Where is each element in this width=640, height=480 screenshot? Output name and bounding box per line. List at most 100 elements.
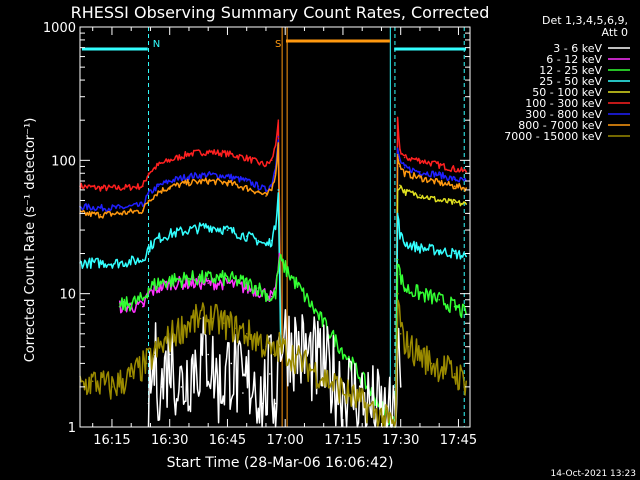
data-point: [270, 295, 273, 298]
data-point: [270, 189, 273, 191]
data-point: [130, 302, 132, 304]
data-point: [207, 150, 209, 153]
data-point: [438, 164, 441, 166]
data-point: [118, 305, 121, 308]
data-point: [147, 172, 150, 175]
series-line: [79, 192, 467, 426]
data-point: [257, 161, 260, 164]
data-point: [265, 292, 267, 295]
data-point: [277, 144, 280, 146]
data-point: [142, 305, 144, 308]
data-point: [419, 353, 421, 356]
data-point: [438, 199, 441, 202]
data-point: [270, 239, 273, 242]
data-point: [399, 233, 401, 235]
data-point: [188, 229, 190, 231]
data-point: [130, 375, 132, 378]
data-point: [265, 189, 267, 191]
data-point: [465, 187, 468, 189]
data-point: [438, 173, 441, 176]
data-point: [419, 159, 421, 162]
data-point: [147, 199, 150, 202]
data-point: [157, 191, 159, 193]
data-point: [407, 345, 410, 348]
data-point: [118, 207, 121, 209]
data-point: [157, 185, 159, 187]
data-point: [153, 362, 156, 365]
data-point: [118, 187, 121, 189]
data-point: [399, 386, 402, 388]
data-point: [453, 373, 456, 375]
data-point: [157, 282, 159, 284]
legend-entry-label: 300 - 800 keV: [525, 108, 602, 121]
annotation-label-n: N: [153, 39, 160, 50]
data-point: [269, 373, 271, 375]
x-tick-label: 17:45: [440, 433, 477, 448]
data-point: [278, 345, 281, 348]
y-axis-label: Corrected Count Rate (s⁻¹ detector⁻¹): [23, 118, 38, 363]
data-point: [419, 171, 421, 173]
data-point: [142, 299, 144, 301]
legend-entry-label: 800 - 7000 keV: [518, 119, 602, 132]
data-point: [272, 353, 275, 356]
legend-entry-label: 6 - 12 keV: [546, 53, 602, 66]
data-point: [399, 273, 401, 276]
x-tick-label: 17:15: [324, 433, 361, 448]
series-line: [79, 139, 467, 428]
data-point: [192, 362, 194, 365]
data-point: [188, 181, 190, 184]
data-point: [91, 380, 94, 383]
data-point: [99, 262, 102, 264]
data-point: [399, 184, 401, 187]
data-point: [270, 299, 273, 301]
data-point: [207, 173, 209, 176]
data-point: [265, 195, 267, 197]
data-point: [257, 191, 260, 193]
data-point: [199, 317, 202, 320]
data-point: [172, 333, 175, 335]
data-point: [419, 247, 421, 249]
data-point: [226, 229, 229, 231]
data-point: [274, 225, 277, 228]
data-point: [245, 235, 248, 237]
data-point: [396, 258, 399, 261]
data-point: [161, 386, 163, 388]
data-point: [245, 187, 248, 189]
data-point: [99, 207, 102, 209]
data-point: [453, 178, 456, 181]
data-point: [226, 282, 229, 284]
data-point: [403, 191, 406, 193]
data-point: [453, 252, 456, 255]
data-point: [111, 386, 113, 388]
data-point: [265, 164, 267, 166]
data-point: [188, 322, 190, 325]
footer-timestamp: 14-Oct-2021 13:23: [551, 469, 636, 479]
data-point: [442, 366, 444, 369]
data-point: [465, 255, 468, 258]
data-point: [234, 327, 236, 330]
data-point: [147, 247, 150, 249]
data-point: [277, 119, 280, 121]
series-line: [118, 253, 467, 428]
data-point: [465, 203, 468, 205]
data-point: [399, 149, 401, 151]
data-point: [245, 282, 248, 284]
data-point: [265, 345, 267, 348]
legend-entry-label: 7000 - 15000 keV: [504, 130, 602, 143]
data-point: [274, 292, 277, 295]
plot-frame: [79, 26, 471, 428]
data-point: [99, 187, 102, 189]
data-point: [403, 166, 406, 169]
data-point: [453, 185, 456, 187]
data-point: [261, 402, 263, 405]
data-point: [211, 317, 213, 320]
y-tick-label: 1: [68, 421, 76, 436]
data-point: [207, 282, 209, 284]
data-point: [245, 157, 248, 159]
x-tick-label: 17:30: [382, 433, 419, 448]
data-point: [253, 373, 256, 375]
data-point: [396, 154, 399, 156]
data-point: [157, 164, 159, 166]
